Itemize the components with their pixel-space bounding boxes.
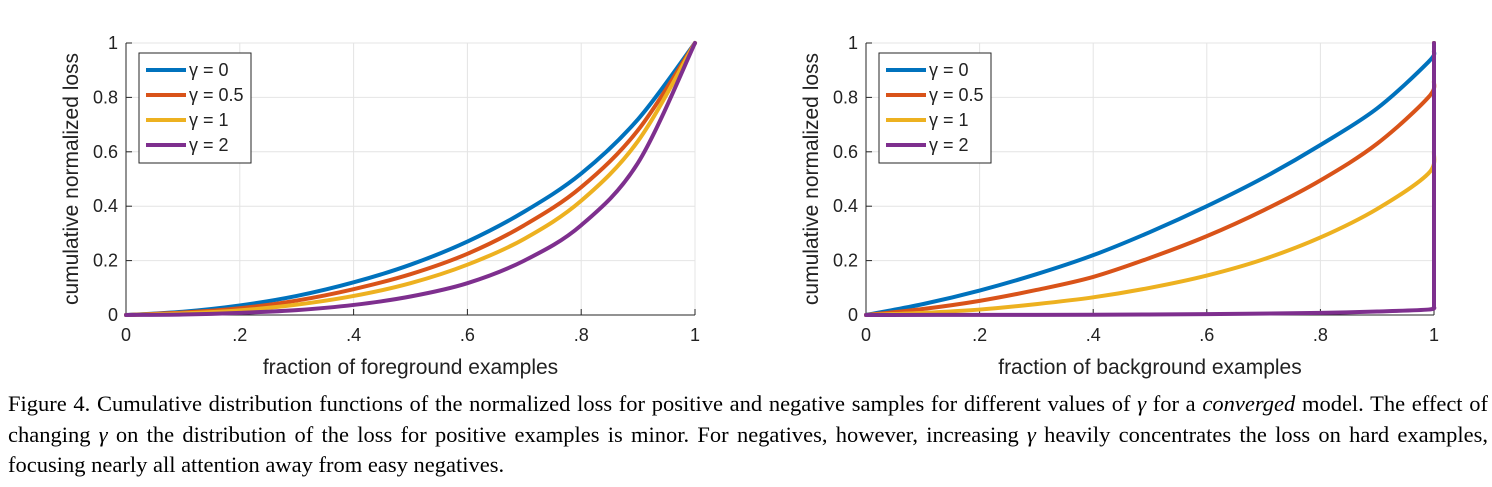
x-tick-label-0: 0: [861, 325, 871, 345]
legend-label-gamma-0: γ = 0: [189, 60, 229, 80]
legend-label-gamma-1: γ = 1: [189, 110, 229, 130]
legend-label-gamma-1: γ = 1: [929, 110, 969, 130]
series-line-gamma-1: [864, 41, 1437, 317]
caption-part-5: heavily concentrates the loss on hard ex…: [8, 421, 1488, 478]
y-tick-label-2: 0.4: [93, 196, 118, 216]
series-line-gamma-0: [124, 41, 697, 317]
y-tick-label-2: 0.4: [833, 196, 858, 216]
x-tick-label-0: 0: [121, 325, 131, 345]
y-tick-label-1: 0.2: [93, 251, 118, 271]
series-group: [124, 41, 697, 317]
y-axis-label: cumulative normalized loss: [800, 53, 823, 305]
x-tick-label-2: .4: [346, 325, 361, 345]
y-tick-label-4: 0.8: [833, 87, 858, 107]
x-tick-label-5: 1: [1429, 325, 1439, 345]
x-tick-label-4: .8: [574, 325, 589, 345]
x-axis-label: fraction of foreground examples: [263, 356, 558, 379]
legend: γ = 0 γ = 0.5 γ = 1 γ = 2: [138, 52, 252, 164]
series-line-gamma-2: [124, 41, 697, 317]
x-axis-label: fraction of background examples: [998, 356, 1302, 379]
caption-emphasis: converged: [1202, 391, 1296, 416]
y-tick-label-3: 0.6: [833, 142, 858, 162]
series-line-gamma-0: [864, 41, 1437, 317]
x-tick-label-1: .2: [972, 325, 987, 345]
x-tick-label-2: .4: [1086, 325, 1101, 345]
series-line-gamma-2: [864, 41, 1437, 317]
legend-label-gamma-0p5: γ = 0.5: [189, 85, 244, 105]
y-tick-label-1: 0.2: [833, 251, 858, 271]
x-tick-label-3: .6: [460, 325, 475, 345]
x-tick-label-4: .8: [1313, 325, 1328, 345]
series-group: [864, 41, 1437, 317]
x-tick-label-5: 1: [690, 325, 700, 345]
legend-label-gamma-0: γ = 0: [929, 60, 969, 80]
caption-gamma-1: γ: [1137, 391, 1147, 416]
caption-part-2: for a: [1146, 391, 1203, 416]
x-tick-label-1: .2: [232, 325, 247, 345]
legend: γ = 0 γ = 0.5 γ = 1 γ = 2: [878, 52, 992, 164]
y-axis-label: cumulative normalized loss: [60, 53, 83, 305]
y-tick-label-0: 0: [848, 305, 858, 325]
x-tick-label-3: .6: [1199, 325, 1214, 345]
series-line-gamma-0p5: [864, 41, 1437, 317]
caption-gamma-3: γ: [1027, 421, 1036, 447]
y-tick-label-0: 0: [108, 305, 118, 325]
y-tick-label-3: 0.6: [93, 142, 118, 162]
legend-label-gamma-2: γ = 2: [189, 135, 229, 155]
figure-caption: Figure 4. Cumulative distribution functi…: [8, 389, 1488, 481]
caption-part-3: model. The effect of changing: [8, 391, 1488, 447]
caption-part-4: on the distribution of the loss for posi…: [107, 421, 1027, 447]
caption-gamma-2: γ: [98, 421, 108, 447]
legend-label-gamma-2: γ = 2: [929, 135, 969, 155]
y-tick-label-4: 0.8: [93, 87, 118, 107]
series-line-gamma-1: [124, 41, 697, 317]
y-tick-label-5: 1: [848, 33, 858, 53]
y-tick-label-5: 1: [108, 33, 118, 53]
caption-part-1: Figure 4. Cumulative distribution functi…: [8, 391, 1138, 416]
legend-label-gamma-0p5: γ = 0.5: [929, 85, 984, 105]
